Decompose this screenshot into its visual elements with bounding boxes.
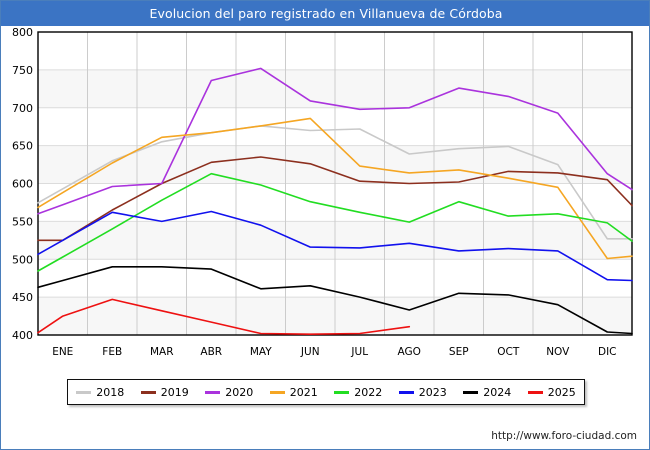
x-axis-tick-label: FEB bbox=[102, 346, 122, 358]
legend-item-2025[interactable]: 2025 bbox=[527, 385, 576, 399]
y-axis-tick-label: 600 bbox=[12, 178, 33, 191]
series-line-2020 bbox=[37, 67, 633, 215]
x-axis-tick-label: MAY bbox=[250, 346, 272, 358]
y-axis-tick-label: 800 bbox=[12, 26, 33, 39]
legend-label: 2021 bbox=[289, 385, 318, 399]
y-axis-tick-label: 750 bbox=[12, 64, 33, 77]
legend-swatch-icon bbox=[527, 390, 543, 394]
y-axis-tick-label: 650 bbox=[12, 140, 33, 153]
y-axis-tick-label: 550 bbox=[12, 215, 33, 228]
line-chart: 400 450 500 550 600 650 700 750 800 ENE FEB MAR ABR M… bbox=[12, 26, 633, 358]
x-axis-tick-label: ENE bbox=[52, 346, 73, 358]
legend-item-2021[interactable]: 2021 bbox=[269, 385, 318, 399]
y-axis-tick-label: 700 bbox=[12, 102, 33, 115]
chart-legend: 2018 2019 2020 2021 2022 2023 2024 2025 bbox=[67, 379, 585, 405]
plot-frame bbox=[37, 31, 633, 336]
legend-item-2024[interactable]: 2024 bbox=[463, 386, 511, 399]
x-axis-tick-label: OCT bbox=[497, 346, 520, 358]
page-title: Evolucion del paro registrado en Villanu… bbox=[149, 6, 503, 21]
source-url: http://www.foro-ciudad.com bbox=[491, 430, 637, 442]
legend-label: 2025 bbox=[547, 385, 576, 399]
chart-plot-area: 400 450 500 550 600 650 700 750 800 ENE FEB MAR ABR M… bbox=[1, 26, 649, 371]
series-line-2018 bbox=[37, 125, 633, 240]
legend-label: 2019 bbox=[160, 385, 189, 399]
x-axis-tick-label: JUN bbox=[300, 346, 320, 358]
series-line-2022 bbox=[37, 172, 633, 272]
legend-label: 2020 bbox=[225, 385, 254, 399]
x-axis-tick-label: NOV bbox=[546, 346, 570, 358]
y-axis-tick-label: 400 bbox=[12, 329, 33, 342]
legend-swatch-icon bbox=[76, 390, 92, 394]
legend-label: 2024 bbox=[483, 385, 512, 399]
x-axis-tick-label: AGO bbox=[398, 346, 421, 358]
series-line-2025 bbox=[37, 298, 411, 336]
y-axis-tick-label: 450 bbox=[12, 291, 33, 304]
legend-item-2019[interactable]: 2019 bbox=[140, 385, 189, 399]
legend-swatch-icon bbox=[398, 390, 414, 394]
series-line-2024 bbox=[37, 266, 633, 335]
window-title-bar: Evolucion del paro registrado en Villanu… bbox=[1, 1, 649, 26]
legend-item-2022[interactable]: 2022 bbox=[334, 386, 382, 399]
legend-label: 2018 bbox=[96, 385, 125, 399]
legend-swatch-icon bbox=[205, 390, 221, 394]
legend-item-2020[interactable]: 2020 bbox=[205, 386, 253, 399]
legend-label: 2023 bbox=[418, 385, 447, 399]
series-line-2023 bbox=[37, 210, 633, 282]
x-axis-tick-label: ABR bbox=[200, 346, 222, 358]
legend-swatch-icon bbox=[140, 390, 156, 394]
x-axis-tick-label: DIC bbox=[598, 346, 617, 358]
legend-swatch-icon bbox=[334, 390, 350, 394]
x-axis-tick-label: MAR bbox=[150, 346, 174, 358]
x-axis-tick-label: SEP bbox=[449, 346, 469, 358]
y-axis-tick-label: 500 bbox=[12, 253, 33, 266]
series-line-2021 bbox=[37, 117, 633, 260]
legend-swatch-icon bbox=[463, 390, 479, 394]
x-axis-tick-label: JUL bbox=[350, 346, 368, 358]
legend-item-2018[interactable]: 2018 bbox=[76, 386, 124, 399]
series-line-2019 bbox=[37, 156, 633, 242]
legend-item-2023[interactable]: 2023 bbox=[398, 385, 447, 399]
legend-swatch-icon bbox=[269, 390, 285, 394]
legend-label: 2022 bbox=[354, 385, 383, 399]
